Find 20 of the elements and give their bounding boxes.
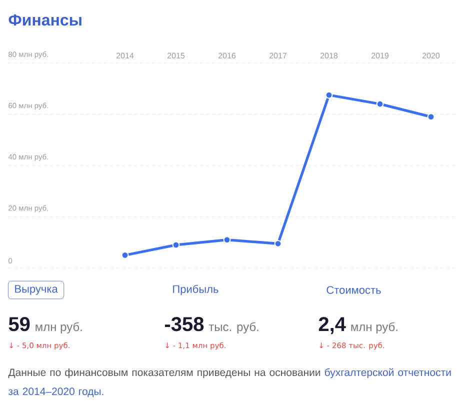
x-tick-label: 2017 (270, 52, 286, 58)
x-tick-label: 2018 (320, 52, 338, 58)
x-tick-label: 2019 (372, 52, 389, 58)
text: млн руб. (36, 322, 82, 334)
text: 2,4 (318, 317, 346, 334)
x-tick-label: 2014 (116, 52, 134, 58)
x-tick-label: 2015 (168, 52, 185, 58)
text: Стоимость (326, 286, 381, 294)
text: тыс. руб. (208, 322, 258, 334)
text: Выручка (15, 285, 58, 295)
chart-title: Финансы (8, 14, 82, 26)
text: Данные по финансовым показателям приведены на основании (8, 368, 320, 378)
text: млн руб. (351, 322, 398, 334)
x-tick-label: 2020 (422, 52, 440, 58)
text: -358 (164, 317, 204, 332)
text: 59 (8, 317, 30, 332)
text: за 2014–2020 годы. (8, 388, 104, 398)
text: Прибыль (173, 284, 218, 296)
text: бухгалтерской отчетности (324, 368, 451, 378)
x-tick-label: 2016 (218, 52, 236, 58)
